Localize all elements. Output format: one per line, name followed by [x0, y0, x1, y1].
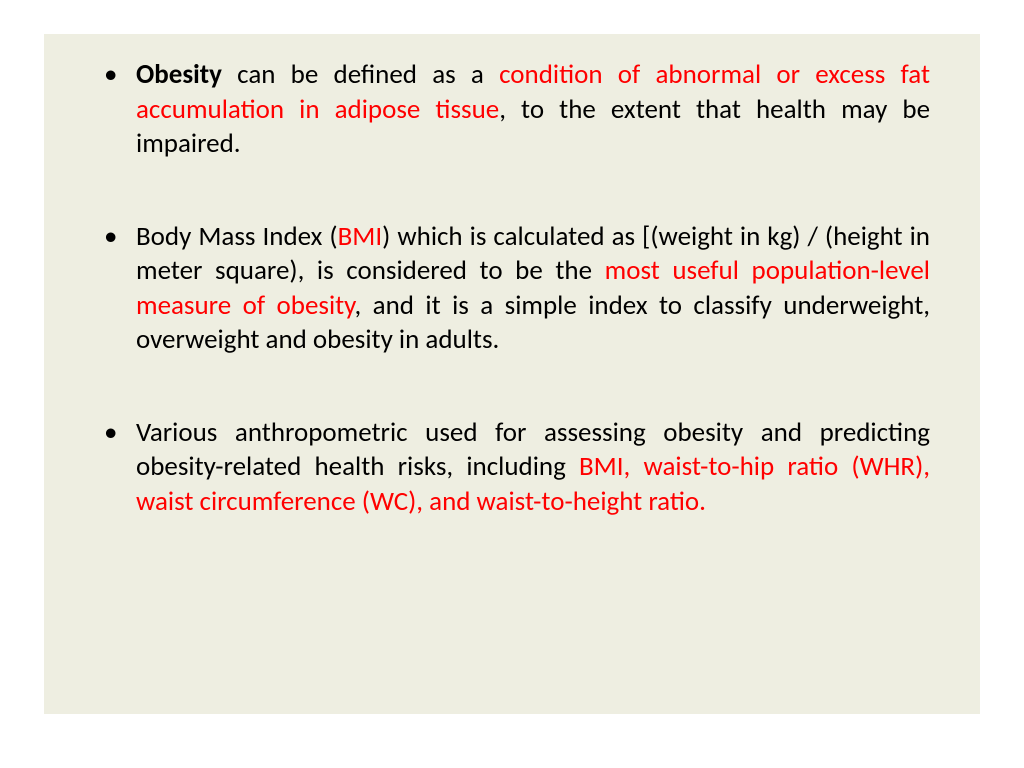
list-item: Body Mass Index (BMI) which is calculate… [94, 220, 930, 358]
text-run: Obesity [136, 58, 222, 91]
list-item: Obesity can be defined as a condition of… [94, 58, 930, 162]
list-item: Various anthropometric used for assessin… [94, 416, 930, 520]
bullet-list: Obesity can be defined as a condition of… [94, 58, 930, 519]
text-run: can be defined as a [222, 58, 499, 91]
content-box: Obesity can be defined as a condition of… [44, 34, 980, 714]
text-run: . [699, 485, 706, 518]
slide: Obesity can be defined as a condition of… [0, 0, 1024, 768]
text-run: BMI [338, 220, 383, 253]
text-run: Body Mass Index ( [136, 220, 338, 253]
